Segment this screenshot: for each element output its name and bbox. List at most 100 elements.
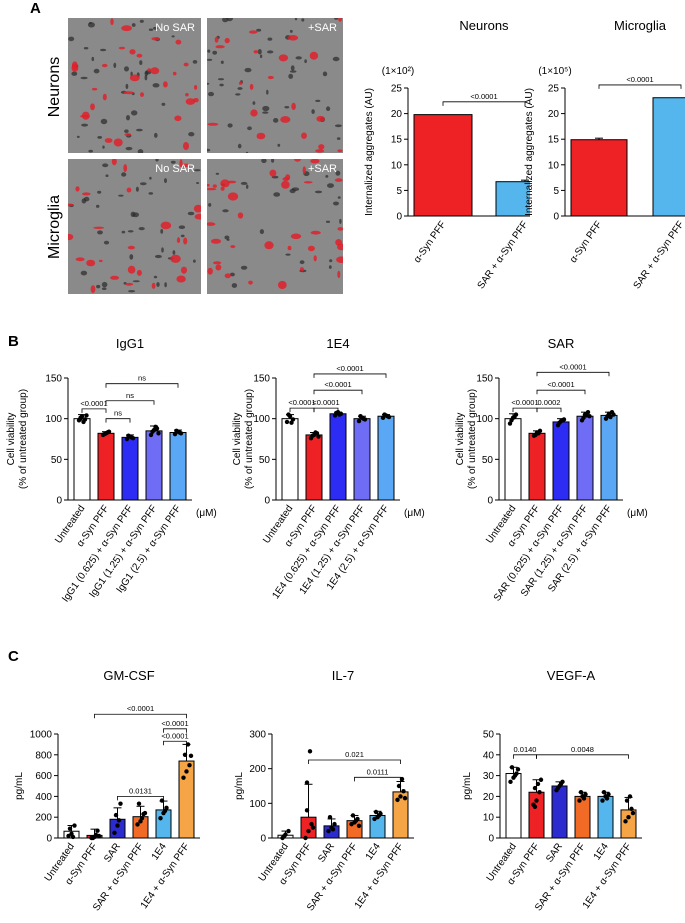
unit-label: (μM) bbox=[627, 508, 648, 519]
chart-gm-csf: GM-CSF02004006008001000pg/mLUntreatedα-S… bbox=[14, 668, 200, 913]
dark-cell bbox=[237, 143, 242, 149]
p-value-label: ns bbox=[114, 409, 122, 418]
p-value-label: <0.0001 bbox=[288, 398, 315, 407]
data-point bbox=[555, 785, 561, 791]
dark-cell bbox=[240, 181, 248, 185]
aggregate-cell bbox=[110, 18, 114, 26]
data-point bbox=[581, 415, 586, 421]
scale-note: (1×10⁵) bbox=[538, 66, 571, 77]
p-value-label: 0.0048 bbox=[571, 745, 594, 754]
aggregate-cell bbox=[151, 282, 156, 289]
x-tick-label: 1E4 bbox=[592, 841, 611, 862]
comparison-bracket bbox=[308, 759, 401, 764]
dark-cell bbox=[227, 123, 233, 128]
comparison-bracket bbox=[313, 389, 363, 395]
data-point bbox=[90, 835, 96, 841]
comparison-bracket bbox=[598, 84, 682, 89]
bar bbox=[73, 418, 91, 501]
aggregate-cell bbox=[140, 92, 144, 97]
aggregate-cell bbox=[315, 149, 325, 153]
dark-cell bbox=[138, 227, 145, 231]
data-point bbox=[304, 808, 310, 813]
p-value-label: ns bbox=[138, 374, 146, 383]
y-tick-label: 5 bbox=[396, 186, 402, 197]
aggregate-cell bbox=[287, 35, 299, 41]
bar bbox=[505, 773, 522, 839]
dark-cell bbox=[96, 204, 100, 208]
dark-cell bbox=[277, 143, 281, 147]
dark-cell bbox=[71, 71, 78, 76]
x-tick-label: α-Syn PFF bbox=[568, 219, 605, 265]
aggregate-cell bbox=[264, 241, 274, 250]
dark-cell bbox=[326, 106, 331, 111]
dark-cell bbox=[273, 192, 281, 197]
data-point bbox=[135, 822, 140, 827]
data-point bbox=[376, 813, 382, 818]
aggregate-cell bbox=[127, 245, 135, 250]
data-point bbox=[67, 826, 73, 831]
dark-cell bbox=[126, 115, 130, 121]
aggregate-cell bbox=[301, 132, 307, 139]
y-axis-label: Cell viability bbox=[232, 413, 243, 466]
panel-label-c: C bbox=[8, 648, 19, 665]
y-tick-label: 800 bbox=[35, 750, 52, 761]
data-point bbox=[309, 821, 314, 827]
aggregate-cell bbox=[215, 45, 225, 49]
dark-cell bbox=[127, 230, 134, 233]
dark-cell bbox=[237, 87, 243, 90]
aggregate-cell bbox=[248, 280, 253, 285]
micrograph-label: No SAR bbox=[155, 163, 195, 175]
data-point bbox=[177, 430, 182, 435]
y-axis-label: pg/mL bbox=[234, 772, 245, 800]
aggregate-cell bbox=[337, 149, 343, 153]
comparison-bracket bbox=[117, 796, 164, 801]
dark-cell bbox=[266, 89, 269, 95]
dark-cell bbox=[164, 282, 167, 288]
y-tick-label: 0 bbox=[260, 834, 266, 845]
dark-cell bbox=[314, 190, 323, 194]
data-point bbox=[187, 763, 192, 768]
y-tick-label: 1000 bbox=[30, 730, 53, 741]
bar bbox=[600, 414, 618, 501]
data-point bbox=[356, 418, 362, 424]
aggregate-cell bbox=[277, 280, 287, 290]
dark-cell bbox=[285, 253, 291, 256]
aggregate-cell bbox=[316, 115, 325, 122]
dark-cell bbox=[207, 58, 213, 61]
data-point bbox=[606, 792, 611, 797]
dark-cell bbox=[124, 66, 129, 72]
dark-cell bbox=[267, 50, 274, 54]
data-point bbox=[326, 828, 331, 834]
dark-cell bbox=[273, 118, 279, 123]
chart-neurons-aggregates: Neurons (1×10²) 0 5 10 15 20 25 Internalized agg… bbox=[364, 18, 530, 291]
data-point bbox=[583, 792, 588, 797]
y-tick-label: 0 bbox=[46, 834, 52, 845]
data-point bbox=[129, 435, 134, 440]
x-tick-label: SAR bbox=[316, 841, 337, 864]
dark-cell bbox=[336, 137, 341, 140]
dark-cell bbox=[128, 290, 136, 293]
dark-cell bbox=[219, 83, 224, 87]
y-tick-label: 25 bbox=[391, 84, 403, 95]
data-point bbox=[78, 416, 83, 421]
aggregate-cell bbox=[151, 37, 160, 41]
bar bbox=[413, 114, 473, 217]
dark-cell bbox=[257, 49, 262, 55]
dark-cell bbox=[135, 186, 139, 192]
aggregate-cell bbox=[230, 245, 236, 249]
dark-cell bbox=[288, 73, 294, 79]
comparison-bracket bbox=[536, 389, 586, 395]
dark-cell bbox=[68, 36, 75, 42]
aggregate-cell bbox=[220, 186, 225, 191]
aggregate-cell bbox=[281, 180, 290, 189]
dark-cell bbox=[171, 35, 175, 38]
dark-cell bbox=[301, 18, 305, 22]
chart-microglia-aggregates: Microglia (1×10⁵) 0 5 10 15 20 25 Internalized a… bbox=[524, 18, 685, 291]
y-tick-label: 300 bbox=[249, 730, 266, 741]
dark-cell bbox=[76, 135, 80, 138]
data-point bbox=[512, 773, 518, 778]
data-point bbox=[112, 830, 117, 835]
y-axis-label: pg/mL bbox=[462, 772, 473, 800]
data-point bbox=[560, 418, 565, 423]
p-value-label: 0.0131 bbox=[129, 786, 152, 795]
